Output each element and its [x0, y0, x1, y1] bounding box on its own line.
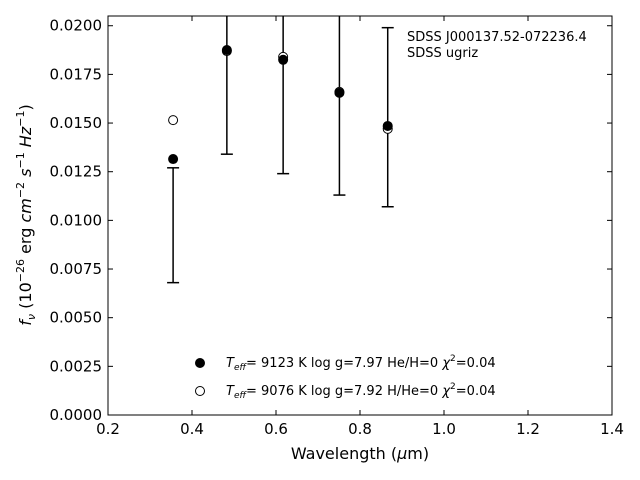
- y-tick-label: 0.0100: [50, 211, 103, 229]
- x-tick-label: 0.4: [180, 420, 204, 438]
- model-point-open: [168, 115, 179, 126]
- model-point-filled: [278, 54, 289, 65]
- y-axis-title: fν (10−26 erg cm−2 s−1 Hz−1): [14, 104, 38, 325]
- model-point-filled: [334, 87, 345, 98]
- legend: Teff= 9123 K log g=7.97 He/H=0 χ2=0.04 T…: [195, 354, 496, 401]
- legend-marker-open: [195, 386, 205, 396]
- y-tick-label: 0.0075: [50, 260, 103, 278]
- x-tick-label: 1.0: [432, 420, 456, 438]
- x-axis-title: Wavelength (μm): [291, 444, 429, 463]
- y-tick-label: 0.0175: [50, 65, 103, 83]
- y-tick-label: 0.0150: [50, 114, 103, 132]
- legend-entry-2: Teff= 9076 K log g=7.92 H/He=0 χ2=0.04: [226, 382, 496, 401]
- y-tick-label: 0.0050: [50, 309, 103, 327]
- model-point-filled: [221, 45, 232, 56]
- x-tick-label: 1.2: [516, 420, 540, 438]
- legend-marker-filled: [195, 358, 205, 368]
- annotation-object: SDSS J000137.52-072236.4: [407, 30, 587, 45]
- x-tick-label: 0.6: [264, 420, 288, 438]
- y-tick-label: 0.0125: [50, 163, 103, 181]
- model-point-filled: [382, 120, 393, 131]
- y-tick-label: 0.0025: [50, 357, 103, 375]
- x-tick-label: 1.4: [600, 420, 624, 438]
- y-tick-label: 0.0000: [50, 406, 103, 424]
- x-tick-label: 0.8: [348, 420, 372, 438]
- x-tick-label: 0.2: [96, 420, 120, 438]
- annotation-survey: SDSS ugriz: [407, 46, 478, 61]
- model-point-filled: [168, 154, 179, 165]
- legend-entry-1: Teff= 9123 K log g=7.97 He/H=0 χ2=0.04: [226, 354, 496, 373]
- y-tick-label: 0.0200: [50, 17, 103, 35]
